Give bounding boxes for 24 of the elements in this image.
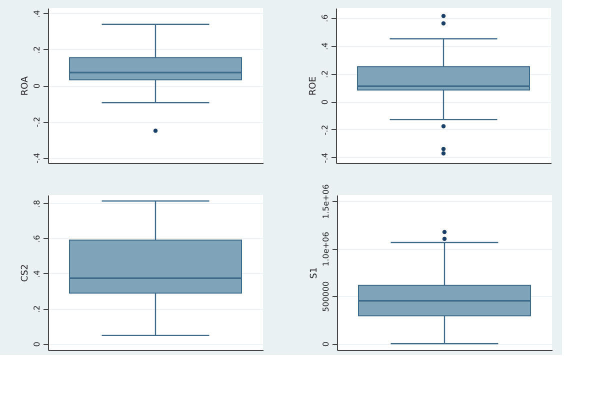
y-axis-title: S1 xyxy=(310,267,320,279)
y-tick-label: 500000 xyxy=(322,281,330,312)
y-axis-title: ROE xyxy=(308,76,318,96)
y-tick-label: 1.0e+06 xyxy=(322,232,330,266)
y-tick-label: .2 xyxy=(32,305,42,313)
y-tick-label: 0 xyxy=(320,100,330,105)
y-tick-label: .8 xyxy=(32,200,42,208)
y-tick-label: .4 xyxy=(32,270,42,278)
y-tick-label: -.2 xyxy=(32,116,42,128)
y-tick-label: 1.5e+06 xyxy=(322,184,330,219)
y-tick-label: -.4 xyxy=(32,152,42,164)
y-axis-title: CS2 xyxy=(20,264,30,282)
y-tick-label: .4 xyxy=(320,42,330,50)
y-tick-label: 0 xyxy=(32,83,42,89)
y-tick-label: 0 xyxy=(322,342,330,347)
y-tick-label: -.4 xyxy=(320,152,330,164)
y-tick-label: 0 xyxy=(32,342,42,347)
y-tick-label: .2 xyxy=(32,46,42,54)
y-axis-title: ROA xyxy=(20,75,30,96)
y-tick-label: .2 xyxy=(320,70,330,78)
y-tick-label: .4 xyxy=(32,10,42,18)
y-tick-label: .6 xyxy=(320,14,330,22)
y-tick-label: -.2 xyxy=(320,124,330,136)
y-tick-label: .6 xyxy=(32,235,42,243)
